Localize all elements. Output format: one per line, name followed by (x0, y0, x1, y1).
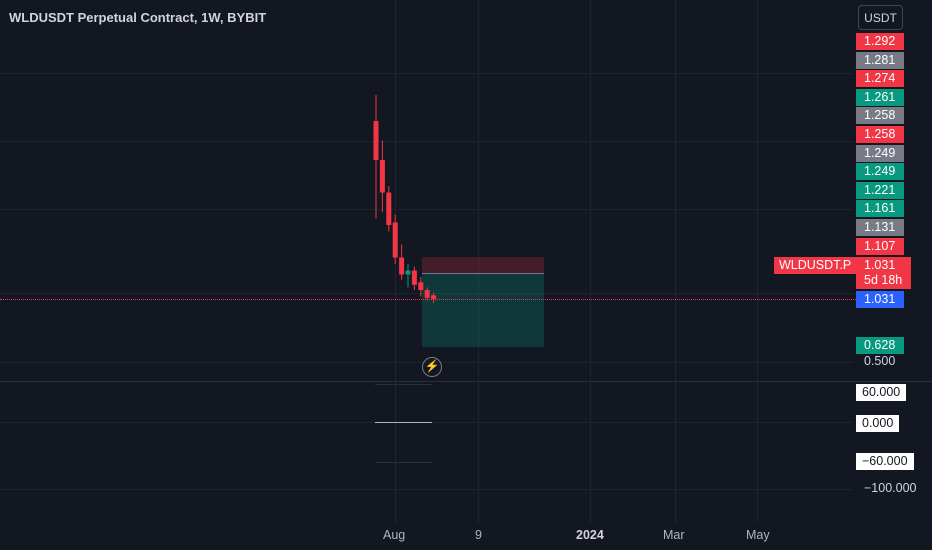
entry-line (422, 273, 544, 274)
candle-body (386, 192, 392, 226)
symbol-badge: WLDUSDT.P (774, 257, 857, 274)
gridline (675, 0, 676, 523)
current-price-tag: 1.031 (856, 291, 904, 308)
price-scale-tag: 1.281 (856, 51, 904, 69)
time-label: Mar (663, 528, 685, 542)
gridline (590, 0, 591, 523)
gridline (0, 209, 853, 210)
price-scale-tag: 1.261 (856, 88, 904, 106)
gridline (0, 73, 853, 74)
price-scale-tag: 1.292 (856, 33, 904, 50)
gridline (478, 0, 479, 523)
price-scale-tag: 1.249 (856, 144, 904, 162)
time-label: 9 (475, 528, 482, 542)
current-price-line (0, 299, 856, 300)
lightning-icon[interactable]: ⚡ (422, 357, 442, 377)
gridline (757, 0, 758, 523)
price-scale-tag: 1.258 (856, 126, 904, 143)
oscillator-zero-line (375, 422, 432, 423)
price-scale-tag: 1.249 (856, 163, 904, 181)
price-scale-tag: 1.161 (856, 200, 904, 218)
price-scale-tag: 1.221 (856, 181, 904, 199)
candle-body (418, 282, 424, 291)
candlestick-series (373, 95, 437, 304)
candle-body (431, 295, 437, 300)
oscillator-line (375, 384, 432, 385)
last-price-box: 1.031 5d 18h (856, 257, 911, 289)
oscillator-upper-tag: 60.000 (856, 384, 907, 401)
currency-button[interactable]: USDT (858, 5, 903, 30)
pane-separator[interactable] (0, 381, 932, 382)
candle-body (373, 121, 379, 161)
price-scale-tag: 1.258 (856, 107, 904, 125)
candle-body (405, 270, 411, 275)
target-price-tag: 0.628 (856, 337, 904, 354)
price-scale-tag: 1.107 (856, 237, 904, 255)
reward-zone[interactable] (422, 273, 544, 347)
gridline (0, 489, 853, 490)
risk-zone[interactable] (422, 257, 544, 273)
time-label: 2024 (576, 528, 604, 542)
last-price-value: 1.031 (864, 258, 896, 272)
oscillator-line (375, 462, 432, 463)
oscillator-axis-label: −100.000 (864, 481, 917, 495)
chart-title: WLDUSDT Perpetual Contract, 1W, BYBIT (9, 10, 267, 25)
candle-body (392, 222, 398, 258)
countdown-value: 5d 18h (864, 273, 903, 287)
time-label: May (746, 528, 770, 542)
candle-body (399, 257, 405, 275)
candle-body (411, 270, 417, 285)
oscillator-zero-tag: 0.000 (856, 415, 900, 432)
oscillator-lower-tag: −60.000 (856, 453, 914, 470)
candle-body (379, 160, 385, 193)
price-scale-tag: 1.131 (856, 219, 904, 236)
gridline (0, 141, 853, 142)
time-label: Aug (383, 528, 406, 542)
price-axis-label: 0.500 (864, 354, 896, 368)
candle-body (424, 290, 430, 298)
price-scale-tag: 1.274 (856, 70, 904, 88)
